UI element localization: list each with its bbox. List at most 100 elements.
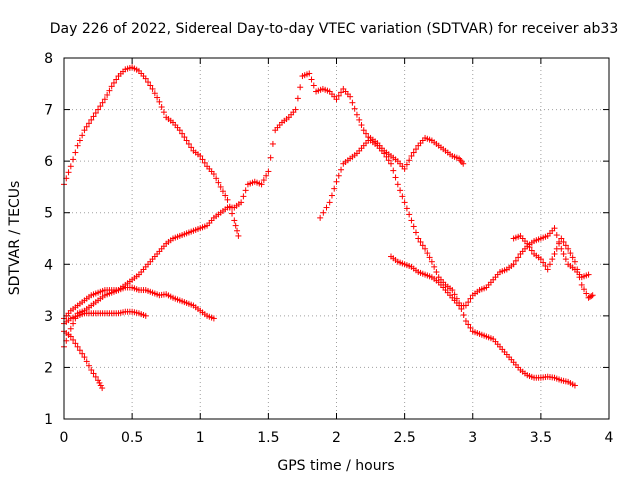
data-point [515,254,522,261]
data-point [571,382,578,389]
data-point [526,244,533,251]
data-point [349,99,356,106]
data-point [92,373,99,380]
data-point [83,358,90,365]
data-point [567,250,574,257]
data-point [399,193,406,200]
data-point [160,109,167,116]
data-point [151,90,158,97]
data-point [199,156,206,163]
data-point [328,192,335,199]
data-point [76,137,83,144]
data-point [235,232,242,239]
data-point [426,254,433,261]
data-point [403,205,410,212]
data-point [238,199,245,206]
x-axis-label: GPS time / hours [277,458,394,474]
data-point [412,146,419,153]
data-point [542,263,549,270]
data-point [551,225,558,232]
data-point [560,250,567,257]
data-point [338,89,345,96]
data-point [147,82,154,89]
data-point [331,185,338,192]
data-point [576,274,583,281]
data-point [565,245,572,252]
data-point [460,311,467,318]
data-point [188,144,195,151]
data-point [179,130,186,137]
data-point [403,161,410,168]
data-point [574,266,581,273]
data-point [97,382,104,389]
y-tick-label: 6 [44,154,53,170]
series-track-2 [61,70,578,389]
data-point [90,113,97,120]
data-point [104,91,111,98]
data-point [242,187,249,194]
data-point [67,325,74,332]
x-tick-label: 1.5 [257,430,279,446]
data-point [215,179,222,186]
chart-title: Day 226 of 2022, Sidereal Day-to-day VTE… [50,21,619,37]
data-point [467,295,474,302]
data-point [74,343,81,350]
data-point [392,174,399,181]
data-point [351,105,358,112]
grid-lines [64,58,609,419]
data-point [92,110,99,117]
data-point [320,209,327,216]
data-point [524,240,531,247]
data-point [76,347,83,354]
data-point [217,183,224,190]
data-point [460,160,467,167]
plot-frame [63,57,610,420]
data-point [260,177,267,184]
data-point [406,211,413,218]
data-point [197,152,204,159]
data-point [113,76,120,83]
data-point [540,259,547,266]
data-point [537,256,544,263]
data-point [581,286,588,293]
data-point [106,87,113,94]
data-point [385,157,392,164]
data-point [201,159,208,166]
data-point [231,217,238,224]
data-point [363,130,370,137]
y-tick-label: 5 [44,206,53,222]
data-point [401,199,408,206]
data-point [415,235,422,242]
data-point [156,98,163,105]
y-tick-label: 1 [44,412,53,428]
data-point [338,166,345,173]
data-point [183,137,190,144]
data-point [585,271,592,278]
data-point [528,247,535,254]
data-point [428,258,435,265]
data-point [234,227,241,234]
data-point [408,152,415,159]
data-point [210,315,217,322]
x-axis: 0 0.5 1 1.5 2 2.5 3 3.5 4 [60,58,614,446]
y-tick-label: 8 [44,51,53,67]
data-point [551,250,558,257]
data-point [85,362,92,369]
data-point [181,134,188,141]
data-point [263,172,270,179]
data-point [158,103,165,110]
data-point [544,266,551,273]
data-point [67,333,74,340]
data-point [462,318,469,325]
data-point [90,370,97,377]
data-point [412,229,419,236]
data-point [397,187,404,194]
data-point [467,324,474,331]
data-point [417,238,424,245]
data-point [562,256,569,263]
data-point [65,169,72,176]
data-point [81,127,88,134]
x-tick-label: 0.5 [121,430,143,446]
data-point [465,299,472,306]
data-point [333,96,340,103]
